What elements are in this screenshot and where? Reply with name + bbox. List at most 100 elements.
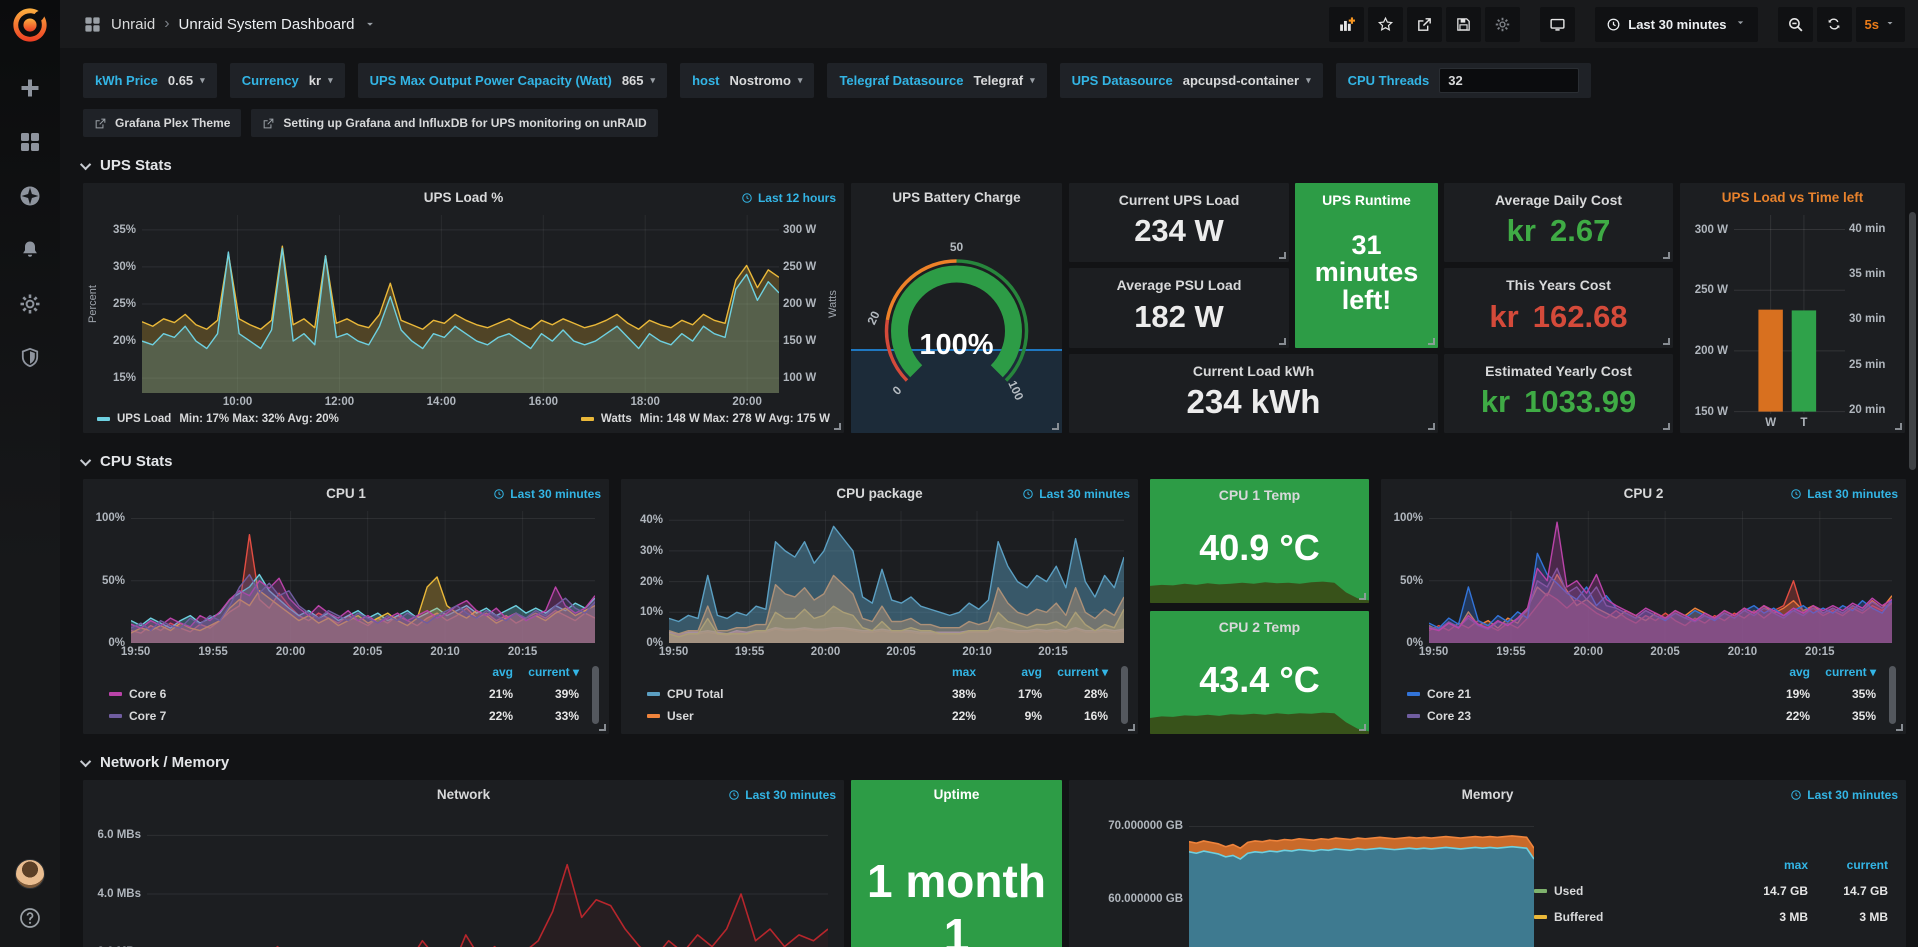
legend-column-avg[interactable]: avg (1744, 665, 1810, 679)
panel-resize-handle[interactable] (1359, 593, 1366, 600)
section-header-ups-stats[interactable]: UPS Stats (83, 157, 1905, 174)
panel-time-range-link[interactable]: Last 30 minutes (1022, 487, 1130, 501)
legend-series-name[interactable]: Core 7 (129, 709, 166, 723)
legend-column-current[interactable]: current ▾ (1042, 665, 1108, 679)
legend-column-max[interactable]: max (910, 665, 976, 679)
legend-series-name[interactable]: CPU Total (667, 687, 723, 701)
legend-scrollbar-thumb[interactable] (1121, 666, 1128, 724)
legend-column-avg[interactable]: avg (976, 665, 1042, 679)
dashboard-link-grafana-plex-theme[interactable]: Grafana Plex Theme (83, 109, 241, 137)
chart-area: 70.000000 GB60.000000 GB50.000000 GBmaxc… (1069, 808, 1906, 947)
dashboard-link-setting-up-grafana-and-influxdb-for-ups-monitoring-on-unraid[interactable]: Setting up Grafana and InfluxDB for UPS … (251, 109, 657, 137)
panel-resize-handle[interactable] (599, 724, 606, 731)
panel-resize-handle[interactable] (1895, 423, 1902, 430)
add-panel-button[interactable] (1329, 7, 1364, 42)
cpu1-chart[interactable] (131, 511, 595, 643)
sidebar-item-alerting[interactable] (18, 238, 42, 267)
variable-label: Telegraf Datasource (839, 73, 963, 88)
panel-resize-handle[interactable] (1428, 423, 1435, 430)
sidebar-item-server-admin[interactable] (18, 346, 42, 375)
legend-series-name[interactable]: Used (1554, 884, 1583, 898)
breadcrumb-folder[interactable]: Unraid (111, 16, 155, 33)
legend-series-name[interactable]: Watts (601, 413, 632, 425)
stat-panel-ups-runtime: UPS Runtime31 minutes left! (1295, 183, 1438, 348)
panel-resize-handle[interactable] (1663, 423, 1670, 430)
dashboard-settings-button[interactable] (1485, 7, 1520, 42)
variable-value-dropdown[interactable]: apcupsd-container▾ (1183, 73, 1311, 88)
sidebar-item-configuration[interactable] (18, 292, 42, 321)
refresh-button[interactable] (1817, 7, 1852, 42)
sidebar-item-dashboards[interactable] (18, 130, 42, 159)
chart-canvas-wrap (147, 812, 828, 947)
x-tick-label: 20:05 (886, 646, 915, 658)
variable-value-dropdown[interactable]: 0.65▾ (168, 73, 205, 88)
panel-resize-handle[interactable] (1359, 724, 1366, 731)
ups-bars-chart[interactable] (1734, 215, 1845, 414)
cpu-package-chart[interactable] (669, 511, 1124, 643)
variable-value-dropdown[interactable]: Telegraf▾ (973, 73, 1034, 88)
panel-time-range-link[interactable]: Last 30 minutes (1790, 487, 1898, 501)
panel-resize-handle[interactable] (1279, 252, 1286, 259)
network-chart[interactable] (147, 812, 828, 947)
panel-resize-handle[interactable] (1896, 724, 1903, 731)
sidebar-item-explore[interactable] (18, 184, 42, 213)
sidebar-item-create[interactable] (18, 76, 42, 105)
panel-time-range-link[interactable]: Last 30 minutes (728, 788, 836, 802)
panel-resize-handle[interactable] (1428, 338, 1435, 345)
legend-column-current[interactable]: current ▾ (513, 665, 579, 679)
cpu2-chart[interactable] (1429, 511, 1892, 643)
zoom-out-button[interactable] (1778, 7, 1813, 42)
refresh-interval-picker[interactable]: 5s (1856, 7, 1905, 42)
cycle-view-mode-button[interactable] (1540, 7, 1575, 42)
share-dashboard-button[interactable] (1407, 7, 1442, 42)
legend-swatch (1534, 915, 1547, 919)
user-avatar[interactable] (15, 859, 45, 889)
mark-as-favorite-button[interactable] (1368, 7, 1403, 42)
legend-column-current[interactable]: current (1808, 858, 1888, 872)
legend-series-name[interactable]: Core 6 (129, 687, 166, 701)
panel-resize-handle[interactable] (1128, 724, 1135, 731)
legend-series-name[interactable]: User (667, 709, 694, 723)
variable-value-dropdown[interactable]: 865▾ (622, 73, 655, 88)
grafana-logo[interactable] (9, 4, 51, 46)
legend-swatch (647, 692, 660, 696)
memory-chart[interactable] (1189, 812, 1534, 947)
variable-value-dropdown[interactable]: kr▾ (309, 73, 333, 88)
apps-grid-icon[interactable] (83, 15, 102, 34)
legend-column-max[interactable]: max (1728, 858, 1808, 872)
page-scrollbar-thumb[interactable] (1909, 212, 1916, 470)
panel-resize-handle[interactable] (1279, 338, 1286, 345)
clock-icon (493, 488, 505, 500)
legend-series-name[interactable]: Core 23 (1427, 709, 1471, 723)
section-header-cpu-stats[interactable]: CPU Stats (83, 453, 1905, 470)
legend-column-avg[interactable]: avg (447, 665, 513, 679)
section-header-network-memory[interactable]: Network / Memory (83, 754, 1905, 771)
y-tick-label: 300 W (783, 224, 816, 236)
variable-value-input[interactable]: 32 (1439, 68, 1579, 93)
time-picker-button[interactable]: Last 30 minutes (1595, 7, 1757, 42)
breadcrumb-dashboard-title[interactable]: Unraid System Dashboard (179, 16, 355, 33)
panel-time-range-link[interactable]: Last 30 minutes (493, 487, 601, 501)
legend-series-name[interactable]: Core 21 (1427, 687, 1471, 701)
panel-resize-handle[interactable] (1052, 423, 1059, 430)
legend-scrollbar-thumb[interactable] (1889, 666, 1896, 724)
stat-value: kr1033.99 (1481, 379, 1636, 433)
panel-resize-handle[interactable] (1663, 252, 1670, 259)
cpu-temp-column: CPU 1 Temp40.9 °CCPU 2 Temp43.4 °C (1150, 479, 1369, 734)
panel-time-range-link[interactable]: Last 12 hours (741, 191, 836, 205)
variable-value-dropdown[interactable]: Nostromo▾ (730, 73, 803, 88)
legend-series-name[interactable]: UPS Load (117, 413, 171, 425)
legend-column-current[interactable]: current ▾ (1810, 665, 1876, 679)
save-dashboard-button[interactable] (1446, 7, 1481, 42)
panel-resize-handle[interactable] (834, 423, 841, 430)
panel-resize-handle[interactable] (1663, 338, 1670, 345)
sidebar-item-help[interactable] (18, 906, 42, 935)
chevron-down-icon[interactable] (363, 17, 377, 31)
y-tick-label: 10% (640, 606, 663, 618)
panel-time-range-link[interactable]: Last 30 minutes (1790, 788, 1898, 802)
ups-load-chart[interactable] (142, 215, 779, 393)
legend-value: 14.7 GB (1728, 884, 1808, 898)
legend-row-used: Used14.7 GB14.7 GB (1534, 878, 1888, 904)
legend-scrollbar-thumb[interactable] (592, 666, 599, 724)
legend-series-name[interactable]: Buffered (1554, 910, 1603, 924)
